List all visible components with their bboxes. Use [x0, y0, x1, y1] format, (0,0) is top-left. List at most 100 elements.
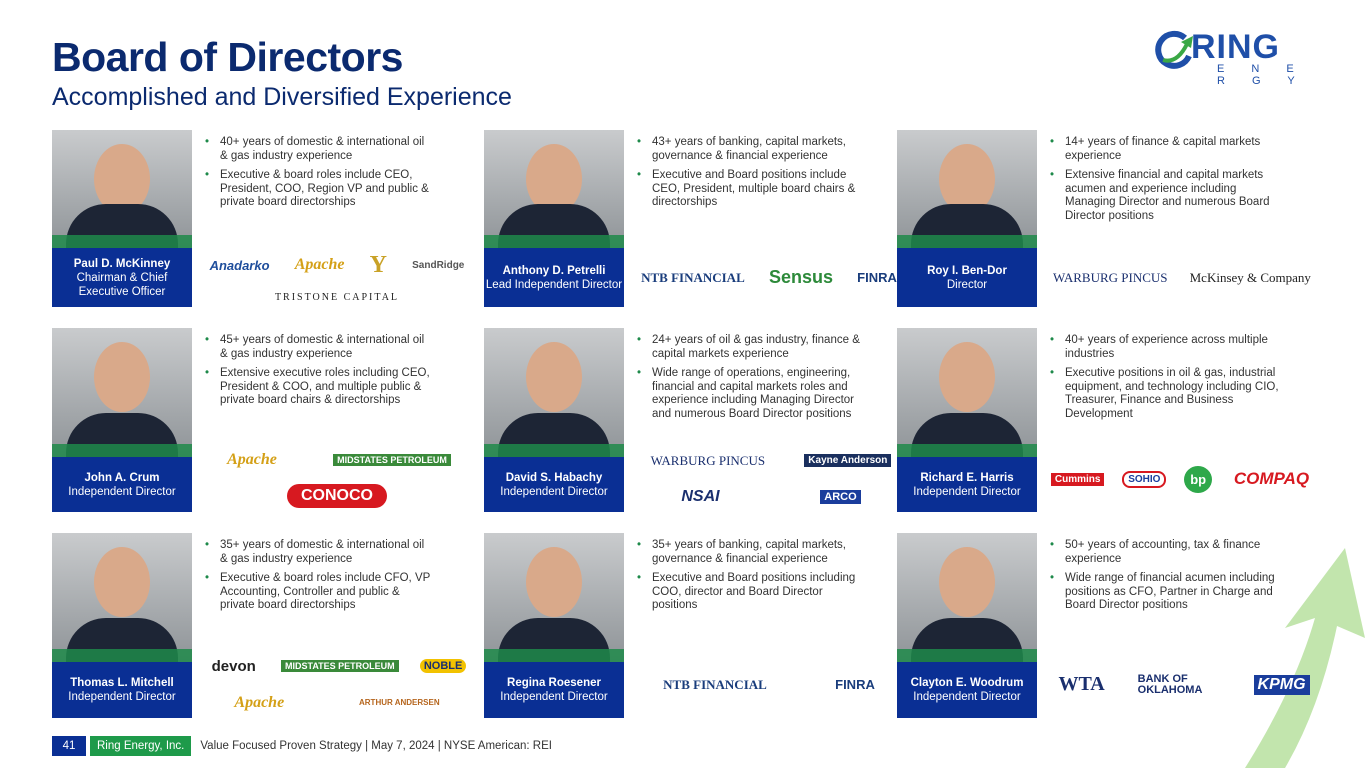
experience-bullet: Wide range of operations, engineering, f…	[637, 367, 867, 421]
experience-list: 35+ years of domestic & international oi…	[205, 539, 435, 619]
director-name: Paul D. McKinney	[73, 257, 171, 270]
company-logo: NOBLE	[419, 659, 467, 673]
director-namebox: Richard E. Harris Independent Director	[897, 457, 1037, 512]
director-namebox: John A. Crum Independent Director	[52, 457, 192, 512]
director-name: Roy I. Ben-Dor	[927, 264, 1007, 277]
experience-list: 50+ years of accounting, tax & finance e…	[1050, 539, 1280, 619]
company-logos: Anadarko Apache Y SandRidge TRISTONE CAPITAL	[202, 248, 472, 307]
company-logo: TRISTONE CAPITAL	[274, 292, 400, 304]
director-name: John A. Crum	[84, 471, 160, 484]
director-role: Independent Director	[913, 691, 1021, 703]
director-namebox: Roy I. Ben-Dor Director	[897, 248, 1037, 307]
company-logo: Apache	[294, 256, 345, 274]
company-logo: Cummins	[1050, 472, 1105, 486]
director-namebox: Clayton E. Woodrum Independent Director	[897, 662, 1037, 718]
company-logo: KPMG	[1253, 674, 1310, 695]
company-logo: WARBURG PINCUS	[1053, 269, 1168, 285]
ring-energy-logo: RING E N E R G Y	[1155, 28, 1315, 87]
company-logos: WTA BANK OF OKLAHOMA KPMG	[1047, 651, 1317, 718]
company-logo: ARCO	[820, 489, 861, 504]
company-logo: Y	[369, 251, 387, 278]
company-logo: WARBURG PINCUS	[650, 452, 766, 468]
director-photo	[484, 130, 624, 248]
director-card: John A. Crum Independent Director 45+ ye…	[52, 328, 472, 518]
experience-list: 40+ years of domestic & international oi…	[205, 136, 435, 216]
director-role: Chairman & Chief Executive Officer	[76, 271, 168, 298]
experience-list: 35+ years of banking, capital markets, g…	[637, 539, 867, 619]
experience-list: 43+ years of banking, capital markets, g…	[637, 136, 867, 216]
company-logo: CONOCO	[287, 484, 387, 508]
page-number: 41	[52, 736, 86, 756]
director-photo	[52, 533, 192, 662]
company-logo: bp	[1184, 465, 1213, 493]
company-logo: BANK OF OKLAHOMA	[1137, 672, 1203, 696]
experience-bullet: 45+ years of domestic & international oi…	[205, 334, 435, 361]
company-logo: SandRidge	[412, 259, 465, 271]
director-role: Lead Independent Director	[485, 278, 623, 291]
company-name: Ring Energy, Inc.	[90, 736, 192, 756]
experience-bullet: 35+ years of domestic & international oi…	[205, 539, 435, 566]
director-card: Paul D. McKinney Chairman & Chief Execut…	[52, 130, 472, 320]
experience-bullet: Executive and Board positions include CE…	[637, 169, 867, 210]
director-card: Richard E. Harris Independent Director 4…	[897, 328, 1317, 518]
director-photo	[52, 328, 192, 457]
director-role: Independent Director	[913, 485, 1021, 498]
director-photo	[897, 533, 1037, 662]
experience-bullet: Executive and Board positions including …	[637, 572, 867, 613]
company-logo: NTB FINANCIAL	[663, 676, 767, 692]
company-logo: COMPAQ	[1233, 469, 1310, 488]
experience-bullet: 50+ years of accounting, tax & finance e…	[1050, 539, 1280, 566]
director-card: Anthony D. Petrelli Lead Independent Dir…	[484, 130, 904, 320]
director-name: Thomas L. Mitchell	[70, 677, 174, 689]
company-logo: MIDSTATES PETROLEUM	[333, 454, 451, 466]
brand-name: RING	[1191, 28, 1280, 66]
company-logos: WARBURG PINCUS McKinsey & Company	[1047, 248, 1317, 307]
director-namebox: Regina Roesener Independent Director	[484, 662, 624, 718]
experience-bullet: 35+ years of banking, capital markets, g…	[637, 539, 867, 566]
director-card: Roy I. Ben-Dor Director 14+ years of fin…	[897, 130, 1317, 320]
experience-list: 24+ years of oil & gas industry, finance…	[637, 334, 867, 427]
director-name: Regina Roesener	[507, 677, 601, 689]
experience-bullet: Extensive financial and capital markets …	[1050, 169, 1280, 223]
company-logo: Anadarko	[209, 257, 270, 273]
footer: 41 Ring Energy, Inc. Value Focused Prove…	[52, 736, 552, 756]
company-logos: Apache MIDSTATES PETROLEUM CONOCO	[202, 446, 472, 512]
company-logo: WTA	[1058, 673, 1105, 695]
experience-bullet: Executive & board roles include CEO, Pre…	[205, 169, 435, 210]
director-namebox: Thomas L. Mitchell Independent Director	[52, 662, 192, 718]
company-logo: Sensus	[768, 267, 833, 287]
experience-bullet: Executive & board roles include CFO, VP …	[205, 572, 435, 613]
company-logos: NTB FINANCIAL Sensus FINRA	[634, 248, 904, 307]
ring-arrow-icon	[1155, 30, 1193, 69]
page-subtitle: Accomplished and Diversified Experience	[52, 83, 512, 111]
director-role: Independent Director	[68, 691, 176, 703]
director-card: David S. Habachy Independent Director 24…	[484, 328, 904, 518]
director-role: Independent Director	[68, 485, 176, 498]
company-logos: NTB FINANCIAL FINRA	[634, 651, 904, 718]
company-logo: MIDSTATES PETROLEUM	[280, 660, 399, 672]
director-namebox: David S. Habachy Independent Director	[484, 457, 624, 512]
experience-bullet: Wide range of financial acumen including…	[1050, 572, 1280, 613]
experience-bullet: Executive positions in oil & gas, indust…	[1050, 367, 1280, 421]
company-logo: NTB FINANCIAL	[641, 269, 745, 285]
experience-bullet: 43+ years of banking, capital markets, g…	[637, 136, 867, 163]
director-photo	[484, 328, 624, 457]
director-photo	[897, 130, 1037, 248]
director-card: Regina Roesener Independent Director 35+…	[484, 533, 904, 723]
company-logo: McKinsey & Company	[1189, 269, 1311, 285]
director-namebox: Paul D. McKinney Chairman & Chief Execut…	[52, 248, 192, 307]
experience-list: 45+ years of domestic & international oi…	[205, 334, 435, 414]
company-logo: Apache	[227, 451, 277, 468]
company-logos: Cummins SOHIO bp COMPAQ	[1047, 446, 1317, 512]
director-card: Clayton E. Woodrum Independent Director …	[897, 533, 1317, 723]
experience-bullet: Extensive executive roles including CEO,…	[205, 367, 435, 408]
company-logo: SOHIO	[1122, 470, 1167, 488]
experience-bullet: 24+ years of oil & gas industry, finance…	[637, 334, 867, 361]
experience-bullet: 14+ years of finance & capital markets e…	[1050, 136, 1280, 163]
decorative-arrow-icon	[1245, 548, 1365, 768]
company-logo: Apache	[234, 693, 285, 711]
company-logo: NSAI	[681, 487, 720, 505]
director-photo	[484, 533, 624, 662]
director-role: Independent Director	[500, 485, 608, 498]
company-logos: devon MIDSTATES PETROLEUM NOBLE Apache ARTHU…	[202, 651, 472, 718]
